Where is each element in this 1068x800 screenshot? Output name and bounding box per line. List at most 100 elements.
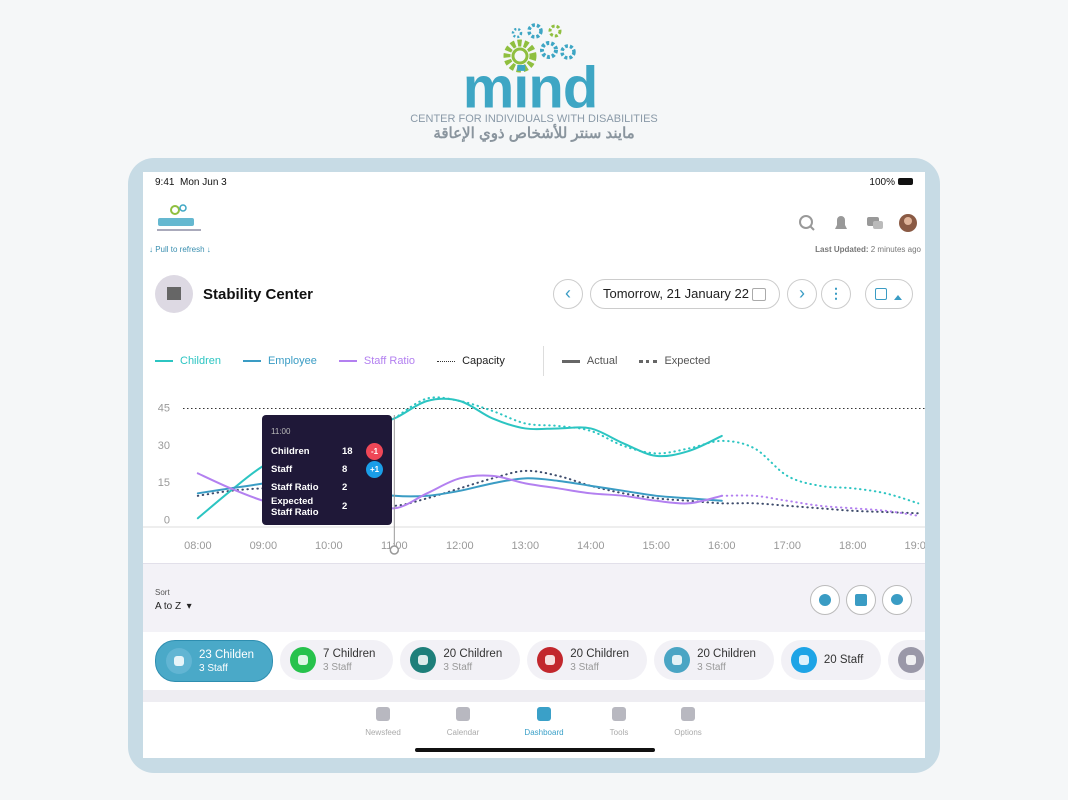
group-card[interactable]: 20 Staff: [780, 640, 882, 680]
x-tick-label: 09:00: [250, 540, 278, 552]
card-text: 20 Staff: [824, 654, 863, 666]
small-logo: [157, 204, 201, 231]
y-tick-label: 30: [158, 440, 170, 452]
nav-icon: [376, 707, 390, 721]
legend-label: Employee: [267, 355, 317, 367]
nav-item[interactable]: Calendar: [433, 707, 493, 737]
calendar-icon: [752, 288, 766, 301]
nav-item[interactable]: Tools: [589, 707, 649, 737]
legend-swatch: [561, 359, 580, 363]
chart-toggle[interactable]: [865, 279, 913, 309]
nav-icon: [681, 707, 695, 721]
nav-icon: [612, 707, 626, 721]
legend-item: Capacity: [437, 355, 505, 367]
expected-line: [393, 396, 920, 505]
legend-label: Children: [180, 355, 221, 367]
card-subtitle: 3 Staff: [570, 661, 599, 673]
time: 9:41: [155, 177, 175, 188]
y-tick-label: 0: [164, 515, 170, 527]
group-card[interactable]: 7 Children 3 Staff: [279, 640, 394, 680]
legend-item: Expected: [639, 355, 710, 367]
avatar: [904, 217, 912, 225]
gear: [548, 24, 562, 38]
status-time: 9:41 Mon Jun 3: [155, 177, 227, 188]
x-tick-label: 17:00: [774, 540, 802, 552]
chat-icon: [873, 221, 883, 229]
pull-refresh: ↓ Pull to refresh ↓: [149, 245, 211, 254]
card-text: 20 Children 3 Staff: [443, 648, 502, 673]
card-subtitle: 3 Staff: [322, 661, 352, 673]
icon: [891, 594, 903, 605]
date: Mon Jun 3: [180, 177, 227, 188]
gear: [527, 23, 543, 39]
more-button[interactable]: ⋮: [821, 279, 851, 309]
legend-item: Children: [155, 355, 221, 367]
prev-button[interactable]: ‹: [553, 279, 583, 309]
y-tick-label: 45: [158, 402, 170, 414]
card-subtitle: 3 Staff: [443, 661, 473, 673]
x-tick-label: 18:00: [839, 540, 867, 552]
divider: [143, 690, 925, 702]
last-updated-value: 2 minutes ago: [870, 245, 921, 254]
nav-item[interactable]: Options: [658, 707, 718, 737]
gear: [179, 204, 187, 212]
battery: 100%: [869, 177, 895, 188]
tooltip-delta: +1: [366, 461, 383, 478]
card-icon: [166, 648, 192, 674]
card-icon: [664, 647, 691, 673]
card-title: 23 Childen: [199, 648, 254, 661]
nav-label: Newsfeed: [365, 728, 401, 737]
nav-label: Dashboard: [524, 728, 564, 737]
last-updated-label: Last Updated:: [815, 245, 869, 254]
chart: 0 15 30 45 08:00 09:00 10:00 11:00 12:00 13:00 14:…: [143, 396, 925, 555]
tagline: CENTER FOR INDIVIDUALS WITH DISABILITIES: [410, 113, 658, 125]
legend-label: Expected: [664, 355, 711, 367]
nav-item[interactable]: Dashboard: [514, 707, 574, 737]
date-picker[interactable]: Tomorrow, 21 January 22: [590, 279, 780, 309]
group-card[interactable]: 23 Childen 3 Staff: [155, 640, 273, 682]
group-card[interactable]: [888, 640, 925, 680]
card-text: 23 Childen 3 Staff: [199, 649, 254, 674]
card-icon: [289, 647, 316, 673]
tooltip-value: 8: [342, 464, 348, 475]
gear: [511, 27, 523, 39]
sleep-button[interactable]: [810, 585, 840, 615]
tooltip-time: 11:00: [271, 427, 291, 436]
card-title: 20 Children: [697, 647, 756, 660]
nav-item[interactable]: Newsfeed: [353, 707, 413, 737]
group-card[interactable]: 20 Children 3 Staff: [654, 640, 774, 680]
sort-dropdown[interactable]: A to Z ▾: [155, 601, 192, 612]
tooltip-value: 2: [342, 482, 348, 493]
legend-label: Actual: [586, 355, 618, 367]
legend-item: Staff Ratio: [338, 355, 415, 367]
note-button[interactable]: [846, 585, 876, 615]
sort-value: A to Z: [155, 601, 182, 612]
caret: [894, 291, 902, 300]
group-card[interactable]: 20 Children 3 Staff: [527, 640, 648, 680]
x-tick-label: 16:00: [708, 540, 736, 552]
card-title: 20 Staff: [823, 654, 864, 666]
bell-icon[interactable]: [835, 216, 847, 229]
x-tick-label: 08:00: [184, 540, 212, 552]
tagline-ar: مايند سنتر للأشخاص ذوي الإعاقة: [433, 123, 634, 143]
nav-icon: [456, 707, 470, 721]
tooltip: 11:00 Children 18 -1 Staff 8 +1 Staff Ratio 2 Exp…: [262, 415, 392, 525]
message-button[interactable]: [882, 585, 912, 615]
next-button[interactable]: ›: [787, 279, 817, 309]
card-text: 20 Children 3 Staff: [570, 648, 629, 673]
legend: Children Employee Staff Ratio Capacity Actua…: [155, 346, 732, 376]
card-title: 20 Children: [570, 647, 630, 660]
wordmark: mind: [463, 55, 598, 120]
center-avatar: [155, 275, 193, 313]
screen: 9:41 Mon Jun 3 100% ↓ Pull to refresh ↓ …: [143, 172, 925, 758]
card-subtitle: 3 Staff: [697, 661, 726, 673]
center-title: Stability Center: [203, 286, 314, 303]
tooltip-delta: -1: [366, 443, 383, 460]
x-tick-label: 12:00: [446, 540, 474, 552]
card-icon: [537, 647, 564, 673]
legend-swatch: [437, 360, 456, 362]
group-card[interactable]: 20 Children 3 Staff: [400, 640, 521, 680]
search-icon[interactable]: [799, 215, 813, 229]
date-text: Tomorrow, 21 January 22: [603, 286, 749, 301]
